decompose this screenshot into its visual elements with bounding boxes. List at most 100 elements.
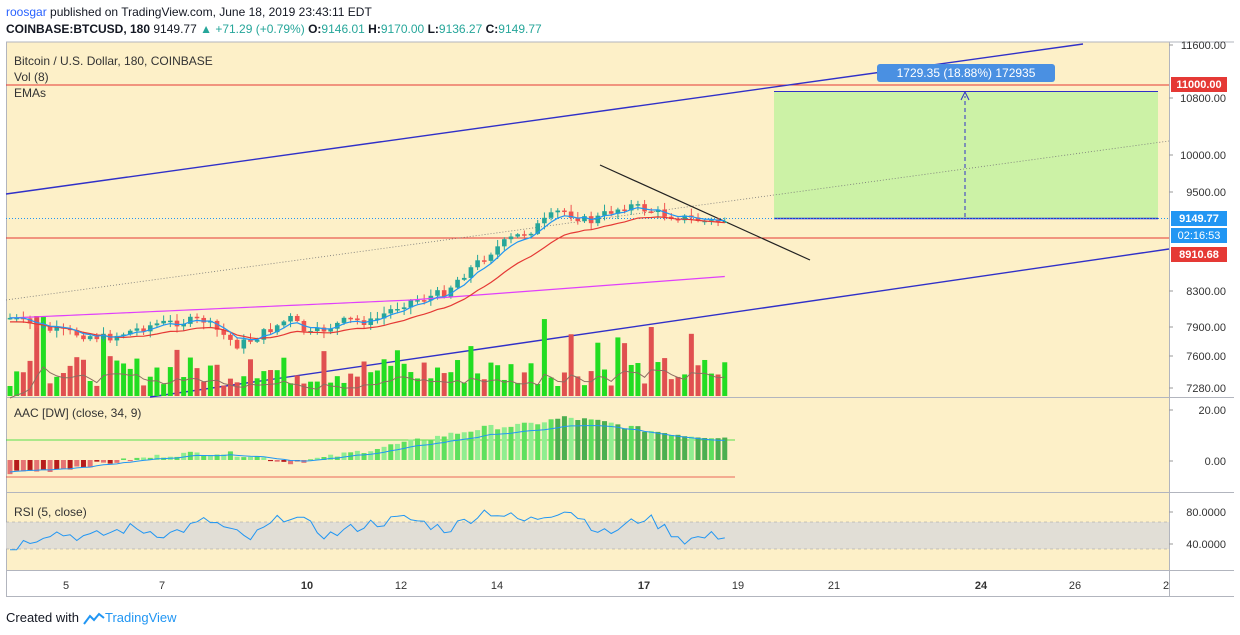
- candle: [421, 300, 427, 302]
- open-value: 9146.01: [321, 22, 365, 36]
- volume-bar: [121, 363, 127, 396]
- volume-bar: [308, 381, 314, 396]
- candle: [74, 330, 80, 336]
- candle: [468, 267, 474, 278]
- footer: Created with TradingView: [6, 610, 177, 626]
- aac-bar: [682, 436, 688, 460]
- aac-bar: [488, 424, 494, 460]
- aac-bar: [441, 436, 447, 460]
- aac-bar: [622, 428, 628, 460]
- volume-bar: [428, 378, 434, 396]
- aac-bar: [40, 460, 46, 470]
- candle: [87, 336, 93, 340]
- aac-bar: [247, 456, 253, 460]
- candle: [147, 325, 153, 332]
- volume-bar: [261, 371, 267, 396]
- volume-bars: [7, 316, 728, 396]
- y-tick-label: 80.0000: [1186, 507, 1226, 519]
- candle: [41, 325, 46, 328]
- volume-bar: [655, 362, 661, 396]
- aac-bar: [127, 460, 133, 462]
- channel-lower-line[interactable]: [149, 248, 1170, 398]
- candle: [254, 339, 260, 342]
- volume-bar: [535, 383, 541, 396]
- aac-bar: [695, 437, 701, 460]
- y-tick-label: 20.00: [1198, 405, 1226, 417]
- aac-bar: [134, 457, 140, 460]
- volume-bar: [67, 365, 73, 396]
- y-tick-label: 0.00: [1205, 456, 1226, 468]
- volume-bar: [47, 383, 53, 396]
- target-zone[interactable]: [774, 91, 1158, 218]
- candle: [502, 239, 507, 247]
- aac-bar: [274, 460, 280, 462]
- candle: [348, 317, 353, 320]
- aac-bar: [561, 416, 567, 460]
- candle: [268, 329, 273, 333]
- candle: [441, 290, 447, 297]
- volume-bar: [501, 379, 507, 396]
- aac-bar: [535, 424, 541, 460]
- ema-fast-line: [10, 206, 725, 341]
- last-price-tag: [1171, 211, 1227, 226]
- downtrend-line[interactable]: [599, 164, 811, 261]
- candle: [662, 209, 667, 217]
- candle: [715, 220, 721, 222]
- volume-bar: [695, 365, 701, 396]
- candle: [495, 246, 500, 255]
- volume-bar: [561, 372, 567, 396]
- aac-bar: [394, 443, 400, 460]
- candle: [535, 223, 541, 234]
- volume-bar: [107, 356, 113, 396]
- candle: [542, 217, 547, 224]
- aac-bar: [147, 457, 153, 460]
- volume-bar: [187, 357, 193, 396]
- candle: [261, 329, 267, 340]
- candle: [134, 328, 140, 331]
- volume-bar: [668, 379, 674, 396]
- volume-bar: [642, 383, 648, 396]
- candle: [528, 233, 534, 236]
- candle: [602, 211, 607, 216]
- aac-bar: [568, 417, 574, 460]
- aac-bar: [648, 430, 654, 460]
- emas-legend: EMAs: [14, 86, 46, 100]
- chart-canvas[interactable]: 1729.35 (18.88%) 172935 Bitcoin / U.S. D…: [0, 0, 1240, 602]
- aac-bar: [455, 433, 461, 460]
- countdown-tag: [1171, 228, 1227, 243]
- change-value: ▲ +71.29 (+0.79%): [200, 22, 305, 36]
- candle: [228, 334, 233, 340]
- aac-pane[interactable]: [6, 398, 1169, 492]
- volume-bar: [481, 379, 487, 396]
- price-axis[interactable]: [1169, 42, 1234, 570]
- candle: [575, 217, 581, 222]
- aac-bar: [314, 457, 320, 460]
- svg-text:02:16:53: 02:16:53: [1178, 230, 1221, 242]
- aac-bar: [515, 423, 521, 460]
- aac-bar: [107, 460, 113, 464]
- candle: [481, 260, 487, 262]
- tradingview-logo[interactable]: TradingView: [83, 610, 177, 626]
- aac-bar: [227, 451, 233, 460]
- candle: [508, 236, 514, 240]
- candle: [121, 334, 126, 336]
- aac-bar: [481, 425, 487, 460]
- rsi-band: [6, 522, 1169, 549]
- candle: [308, 331, 313, 333]
- volume-bar: [20, 372, 26, 396]
- aac-bar: [675, 434, 681, 460]
- volume-bar: [702, 359, 708, 396]
- volume-bar: [227, 378, 233, 396]
- candle: [241, 339, 247, 349]
- candle: [622, 209, 627, 211]
- author-name[interactable]: roosgar: [6, 5, 47, 19]
- candle: [475, 260, 480, 268]
- volume-bar: [14, 371, 20, 396]
- aac-bar: [341, 452, 347, 460]
- aac-bar: [114, 460, 120, 463]
- x-tick-label: 12: [395, 580, 407, 592]
- aac-bar: [214, 454, 220, 460]
- aac-bar: [87, 460, 93, 468]
- volume-bar: [94, 385, 100, 396]
- aac-bar: [575, 420, 581, 460]
